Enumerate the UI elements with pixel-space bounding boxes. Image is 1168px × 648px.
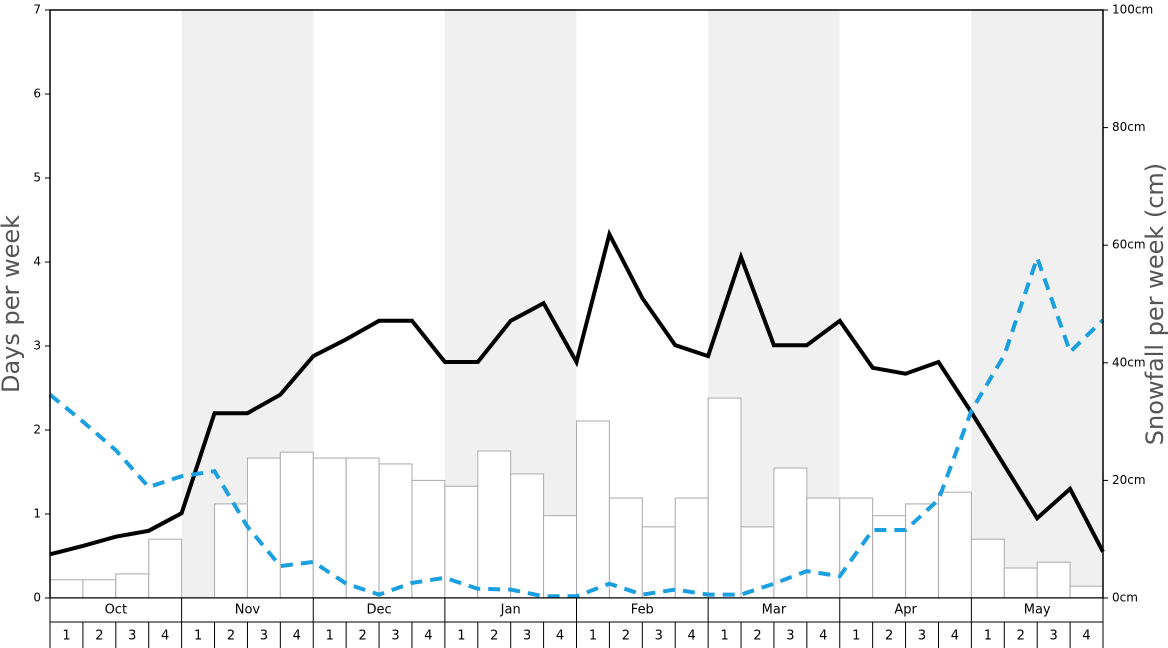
x-tick-label: 4 xyxy=(1082,629,1090,644)
bar xyxy=(674,497,709,599)
y-tick-label: 4 xyxy=(33,255,41,269)
x-tick-label: 1 xyxy=(720,629,728,644)
bar xyxy=(608,497,643,599)
bar xyxy=(839,497,874,599)
x-tick-label: 3 xyxy=(1050,629,1058,644)
x-tick-label: 3 xyxy=(786,629,794,644)
bar xyxy=(345,457,380,599)
bar xyxy=(937,491,972,599)
month-label: Jan xyxy=(500,603,521,618)
y-tick-label: 1 xyxy=(33,507,41,521)
x-tick-label: 4 xyxy=(293,629,301,644)
y-tick-label: 6 xyxy=(33,87,41,101)
month-label: Dec xyxy=(366,603,391,618)
month-label: Nov xyxy=(235,603,261,618)
month-label: Oct xyxy=(105,603,127,618)
month-label: May xyxy=(1024,603,1051,618)
x-tick-label: 1 xyxy=(326,629,334,644)
y-tick-label: 3 xyxy=(33,339,41,353)
bar xyxy=(115,573,150,599)
bar xyxy=(148,538,183,599)
x-tick-label: 3 xyxy=(918,629,926,644)
bar xyxy=(444,485,479,599)
month-shade xyxy=(971,10,1103,598)
bar xyxy=(214,503,248,599)
y2-axis-title: Snowfall per week (cm) xyxy=(1141,163,1168,445)
x-tick-label: 1 xyxy=(984,629,992,644)
bar xyxy=(543,515,577,599)
x-tick-label: 2 xyxy=(1017,629,1025,644)
x-tick-label: 1 xyxy=(62,629,70,644)
y2-tick-label: 80cm xyxy=(1112,120,1146,134)
y2-tick-label: 100cm xyxy=(1112,3,1153,17)
x-tick-label: 3 xyxy=(128,629,136,644)
x-tick-label: 2 xyxy=(753,629,761,644)
x-tick-label: 4 xyxy=(424,629,432,644)
x-tick-label: 2 xyxy=(490,629,498,644)
line xyxy=(48,251,1105,599)
month-label: Mar xyxy=(762,603,787,618)
x-tick-label: 2 xyxy=(885,629,893,644)
y2-tick-label: 0cm xyxy=(1112,591,1138,605)
bar xyxy=(49,579,84,599)
y-axis-title: Days per week xyxy=(0,215,25,393)
bar xyxy=(641,526,676,599)
x-tick-label: 3 xyxy=(260,629,268,644)
y-tick-label: 2 xyxy=(33,423,41,437)
x-tick-label: 3 xyxy=(655,629,663,644)
bar xyxy=(905,503,939,599)
bar xyxy=(576,420,610,599)
month-label: Apr xyxy=(894,603,917,618)
bar xyxy=(246,457,281,599)
x-tick-label: 4 xyxy=(819,629,827,644)
bar xyxy=(707,397,742,599)
bar xyxy=(477,450,512,599)
x-tick-label: 1 xyxy=(194,629,202,644)
x-tick-label: 4 xyxy=(951,629,959,644)
x-tick-label: 3 xyxy=(391,629,399,644)
bar xyxy=(1069,585,1104,599)
x-tick-label: 1 xyxy=(589,629,597,644)
y-tick-label: 7 xyxy=(33,3,41,17)
y2-tick-label: 40cm xyxy=(1112,355,1146,369)
y2-tick-label: 60cm xyxy=(1112,238,1146,252)
x-tick-label: 2 xyxy=(95,629,103,644)
x-tick-label: 4 xyxy=(161,629,169,644)
bar xyxy=(312,457,347,599)
bar xyxy=(806,497,841,599)
x-tick-label: 2 xyxy=(358,629,366,644)
bar xyxy=(82,579,117,599)
bar xyxy=(378,463,413,599)
y-tick-label: 5 xyxy=(33,171,41,185)
x-tick-label: 4 xyxy=(556,629,564,644)
x-tick-label: 4 xyxy=(688,629,696,644)
y-tick-label: 0 xyxy=(33,591,41,605)
bar xyxy=(970,538,1005,599)
x-tick-label: 1 xyxy=(852,629,860,644)
month-label: Feb xyxy=(631,603,654,618)
line xyxy=(49,228,1105,557)
y2-tick-label: 20cm xyxy=(1112,473,1146,487)
x-tick-label: 1 xyxy=(457,629,465,644)
bar xyxy=(1003,567,1038,599)
x-tick-label: 3 xyxy=(523,629,531,644)
x-tick-label: 2 xyxy=(622,629,630,644)
bar xyxy=(510,473,545,599)
bar xyxy=(279,451,314,599)
x-tick-label: 2 xyxy=(227,629,235,644)
bar xyxy=(1036,561,1071,599)
